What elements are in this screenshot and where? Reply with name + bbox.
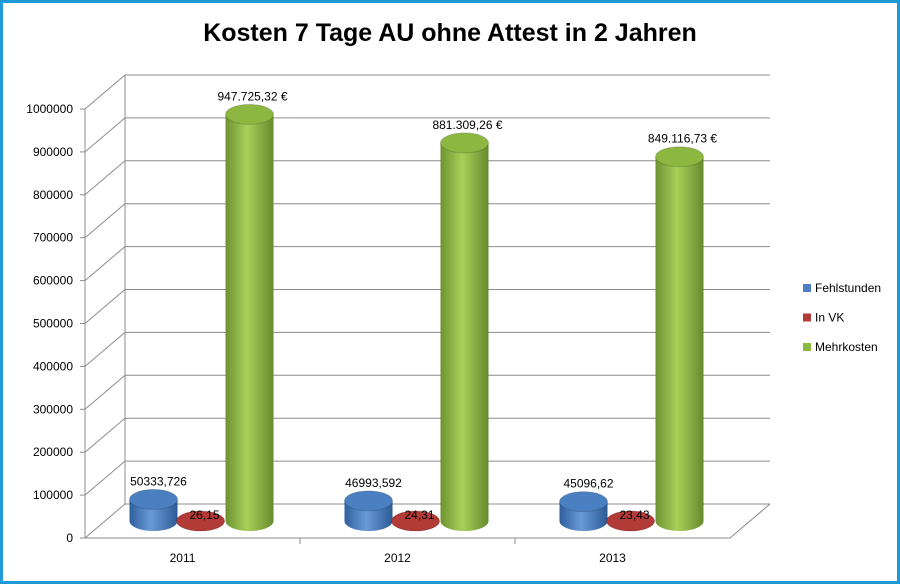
bar-fehlstunden-2013 (559, 491, 608, 531)
cylinder-top (129, 488, 178, 510)
gridline (84, 331, 770, 367)
legend-swatch (803, 343, 811, 351)
cylinder-top (176, 510, 225, 532)
gridline (84, 203, 770, 239)
cylinder-top (344, 490, 393, 512)
y-tick-label: 100000 (33, 488, 73, 502)
chart-title: Kosten 7 Tage AU ohne Attest in 2 Jahren (203, 19, 697, 47)
y-tick-label: 900000 (33, 145, 73, 159)
cylinder-top (606, 510, 655, 532)
data-label: 881.309,26 € (432, 118, 502, 132)
data-label: 23,43 (619, 508, 649, 522)
cylinder-top (391, 510, 440, 532)
cylinder-top (225, 103, 274, 125)
data-label: 849.116,73 € (648, 132, 718, 146)
bar-in-vk-2012 (391, 510, 440, 532)
legend-label: Mehrkosten (815, 340, 878, 354)
cylinder-body (225, 114, 274, 531)
y-tick-label: 400000 (33, 359, 73, 373)
data-label: 46993,592 (345, 476, 402, 490)
gridline (84, 503, 770, 539)
data-label: 947.725,32 € (217, 89, 287, 103)
bar-fehlstunden-2011 (129, 488, 178, 531)
data-label: 50333,726 (130, 474, 187, 488)
y-tick-label: 300000 (33, 402, 73, 416)
y-tick-label: 0 (66, 531, 73, 545)
x-tick-label: 2013 (599, 551, 626, 565)
data-label: 24,31 (404, 508, 434, 522)
legend-label: Fehlstunden (815, 281, 881, 295)
bar-mehrkosten-2012 (440, 132, 489, 531)
data-label: 26,15 (189, 508, 219, 522)
gridline (84, 417, 770, 453)
cylinder-body (440, 142, 489, 531)
bar-in-vk-2011 (176, 510, 225, 532)
cylinder-top (559, 491, 608, 513)
y-tick-label: 600000 (33, 274, 73, 288)
gridline (84, 117, 770, 153)
legend-swatch (803, 313, 811, 322)
legend-swatch (803, 284, 811, 292)
y-tick-label: 200000 (33, 445, 73, 459)
gridline (84, 246, 770, 281)
y-tick-label: 500000 (33, 317, 73, 331)
gridline (84, 74, 770, 110)
x-tick-label: 2012 (384, 551, 411, 565)
y-tick-label: 1000000 (26, 102, 73, 116)
cylinder-top (655, 146, 704, 168)
bar-fehlstunden-2012 (344, 490, 393, 531)
x-tick-label: 2011 (170, 551, 196, 565)
gridline (84, 460, 770, 496)
y-tick-label: 800000 (33, 188, 73, 202)
gridline (84, 289, 770, 324)
cylinder-top (440, 132, 489, 154)
legend-label: In VK (815, 311, 844, 325)
bar-mehrkosten-2013 (655, 146, 704, 531)
gridline (84, 374, 770, 410)
data-label: 45096,62 (563, 477, 613, 491)
cylinder-body (655, 156, 704, 531)
bar-mehrkosten-2011 (225, 103, 274, 531)
gridline (84, 160, 770, 196)
bar-in-vk-2013 (606, 510, 655, 532)
y-tick-label: 700000 (33, 231, 73, 245)
legend: Fehlstunden In VK Mehrkosten (803, 281, 881, 354)
